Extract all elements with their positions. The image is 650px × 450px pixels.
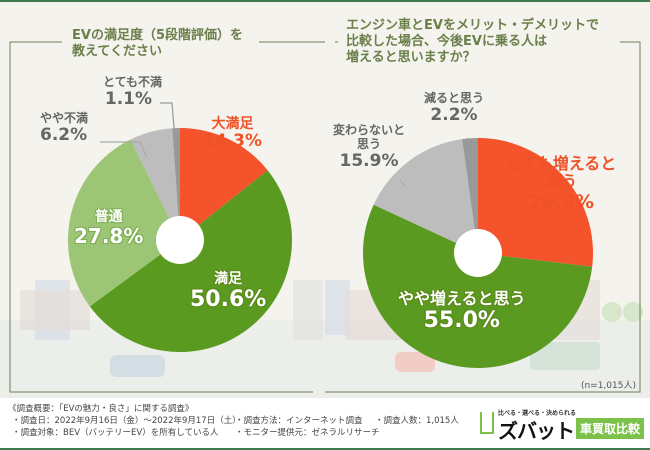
logo-icon [480, 412, 494, 434]
label-decrease-pct: 2.2% [430, 104, 478, 125]
right-title-line-2: 比較した場合、今後EVに乗る人は [346, 34, 547, 49]
label-very-satisfied-name: 大満足 [211, 116, 254, 132]
label-very-dissatisfied-name: とても不満 [103, 75, 163, 89]
survey-target: ・調査対象：BEV（バッテリーEV）を所有している人 [12, 428, 219, 438]
label-somewhat-dissatisfied-pct: 6.2% [40, 124, 88, 145]
label-decrease: 減ると思う 2.2% [424, 91, 485, 125]
pie-slice-left-2 [68, 139, 180, 307]
survey-provider: ・モニター提供元：ゼネラルリサーチ [235, 428, 380, 438]
left-chart-title: EVの満足度（5段階評価）を 教えてください [68, 28, 247, 60]
pie-slice-right-2 [373, 139, 478, 253]
label-no-change: 変わらないと 思う 15.9% [333, 123, 406, 171]
leader-line-somewhat-dissatisfied [100, 141, 148, 159]
pie-chart-satisfaction [68, 128, 292, 352]
leader-line-decrease [466, 137, 470, 156]
label-very-dissatisfied: とても不満 1.1% [103, 75, 163, 109]
pie-slice-right-3 [462, 138, 478, 253]
leader-line-very-dissatisfied [160, 102, 177, 153]
label-much-increase-name-2: 思う [545, 172, 578, 192]
pie-hole-right [454, 229, 502, 277]
label-somewhat-dissatisfied-name: やや不満 [40, 111, 89, 125]
pie-chart-future-ev-users [362, 138, 593, 369]
survey-count: ・調査人数：1,015人 [375, 416, 459, 426]
right-chart-title: エンジン車とEVをメリット・デメリットで 比較した場合、今後EVに乗る人は 増え… [342, 18, 603, 66]
leader-line-no-change [399, 179, 406, 187]
label-much-increase-pct: 26.9% [528, 190, 595, 213]
logo-badge: 車買取比較 [576, 418, 645, 439]
right-title-line-1: エンジン車とEVをメリット・デメリットで [346, 18, 599, 33]
right-title-line-3: 増えると思いますか？ [346, 50, 476, 65]
label-much-increase-name-1: とても増えると [506, 154, 617, 173]
survey-method: ・調査方法：インターネット調査 [235, 416, 363, 426]
label-satisfied-name: 満足 [214, 271, 243, 287]
logo-tagline: 比べる・選べる・決められる [498, 410, 577, 417]
left-title-line-2: 教えてください [72, 44, 162, 59]
sample-size: (n=1,015人) [580, 381, 636, 391]
label-very-satisfied: 大満足 14.3% [203, 116, 262, 152]
label-no-change-name-2: 思う [357, 136, 382, 151]
label-somewhat-dissatisfied: やや不満 6.2% [40, 111, 89, 145]
label-neutral: 普通 27.8% [74, 209, 143, 248]
label-somewhat-increase: やや増えると思う 55.0% [398, 289, 526, 334]
label-neutral-name: 普通 [94, 209, 123, 225]
label-decrease-name: 減ると思う [424, 91, 485, 105]
pie-slice-right-1 [362, 204, 593, 369]
label-very-satisfied-pct: 14.3% [203, 131, 262, 152]
pie-slice-left-3 [130, 128, 180, 240]
pie-hole-left [156, 216, 204, 264]
bottom-border [0, 448, 650, 450]
left-title-line-1: EVの満足度（5段階評価）を [72, 28, 243, 43]
label-neutral-pct: 27.8% [74, 224, 144, 249]
label-satisfied: 満足 50.6% [190, 271, 266, 312]
pie-slice-left-0 [180, 128, 268, 240]
footer [0, 398, 650, 448]
label-somewhat-increase-name: やや増えると思う [398, 289, 526, 308]
label-very-dissatisfied-pct: 1.1% [104, 88, 153, 109]
logo-name: ズバット [498, 419, 575, 443]
survey-date: ・調査日：2022年9月16日（金）～2022年9月17日（土） [12, 416, 241, 426]
label-no-change-pct: 15.9% [339, 150, 399, 171]
pie-slice-right-0 [478, 138, 593, 267]
label-much-increase: とても増えると 思う 26.9% [506, 154, 617, 214]
pie-slice-left-4 [172, 128, 180, 240]
survey-heading: 《調査概要：「EVの魅力・良さ」に関する調査》 [8, 404, 194, 414]
label-no-change-name-1: 変わらないと [333, 123, 406, 137]
label-somewhat-increase-pct: 55.0% [423, 308, 500, 334]
label-satisfied-pct: 50.6% [190, 287, 267, 313]
top-border [0, 0, 650, 2]
